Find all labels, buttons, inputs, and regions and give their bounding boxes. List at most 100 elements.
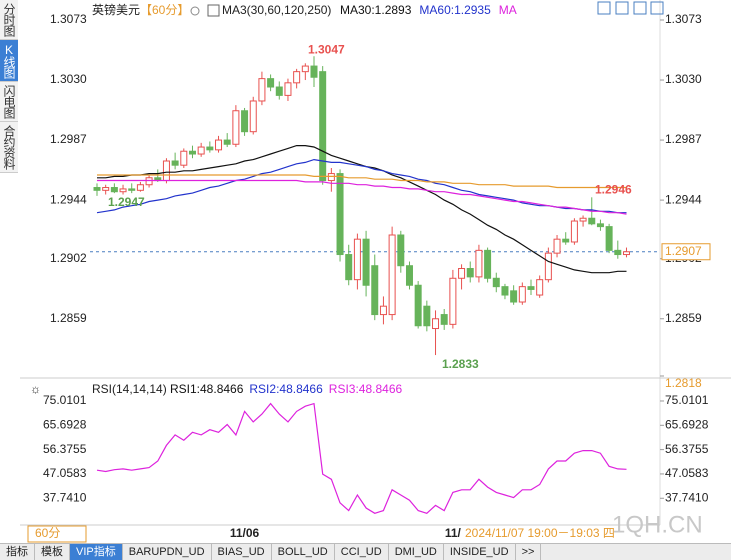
rsi-tick-label-right: 75.0101 <box>665 393 709 407</box>
candle-body <box>622 251 630 256</box>
rsi-tick-label-right: 47.0583 <box>665 466 709 480</box>
legend-entry: RSI1:48.8466 <box>170 382 244 396</box>
period: 【60分】 <box>140 3 189 17</box>
rsi-tick-label-right: 65.6928 <box>665 417 709 431</box>
candle-body <box>110 187 118 193</box>
candle-body <box>492 277 500 288</box>
y-tick-label-right: 1.3073 <box>665 12 702 26</box>
candle-body <box>388 234 396 316</box>
candle-body <box>510 290 518 303</box>
candle-body <box>527 286 535 290</box>
rsi-line <box>96 402 627 514</box>
zoom-icon[interactable] <box>597 1 611 15</box>
candle-body <box>484 249 492 279</box>
candle-body <box>466 268 474 278</box>
candle-body <box>397 234 405 267</box>
candle-body <box>596 223 604 228</box>
layout-icon[interactable] <box>615 1 629 15</box>
close-icon[interactable] <box>650 1 664 15</box>
candle-body <box>293 71 301 84</box>
tab[interactable]: CCI_UD <box>335 544 389 560</box>
candle-body <box>570 220 578 243</box>
y-tick-label: 1.2859 <box>50 311 87 325</box>
tab[interactable]: VIP指标 <box>70 544 123 560</box>
candle-body <box>136 184 144 191</box>
period-box[interactable] <box>27 525 87 543</box>
candle-body <box>102 187 110 191</box>
side-tab[interactable]: 分时图 <box>0 0 18 40</box>
y-tick-label-right: 1.2859 <box>665 311 702 325</box>
ma-indicator: MA3(30,60,120,250) <box>222 3 331 17</box>
candle-body <box>215 139 223 151</box>
sidebar: 分时图 K线图 闪电图 合约资料 <box>0 0 18 173</box>
tab[interactable]: BARUPDN_UD <box>123 544 212 560</box>
side-tab[interactable]: K线图 <box>0 40 18 82</box>
rsi-tick-label: 37.7410 <box>43 490 87 504</box>
tab[interactable]: 指标 <box>0 544 35 560</box>
candle-body <box>188 150 196 155</box>
tab[interactable]: BOLL_UD <box>272 544 335 560</box>
price-annotation: 1.2946 <box>595 182 632 196</box>
rsi-tick-label-right: 56.3755 <box>665 442 709 456</box>
candle-body <box>518 286 526 303</box>
candle-body <box>223 139 231 145</box>
settings-icon[interactable] <box>190 6 200 16</box>
y-tick-label-right: 1.2987 <box>665 132 702 146</box>
side-tab[interactable]: 合约资料 <box>0 122 18 173</box>
y-tick-label: 1.2902 <box>50 251 87 265</box>
tab[interactable]: >> <box>516 544 542 560</box>
tab[interactable]: INSIDE_UD <box>444 544 516 560</box>
candle-body <box>553 238 561 254</box>
candle-body <box>275 86 283 96</box>
ma-line <box>97 145 627 274</box>
rsi-icon: ☼ <box>30 382 41 396</box>
candle-body <box>284 82 292 96</box>
tab[interactable]: BIAS_UD <box>212 544 272 560</box>
candle-body <box>319 71 327 182</box>
current-price-box <box>661 243 711 261</box>
candle-body <box>345 254 353 281</box>
grid-icon[interactable] <box>633 1 647 15</box>
candle-body <box>336 173 344 256</box>
side-tab[interactable]: 闪电图 <box>0 82 18 122</box>
candle-body <box>501 286 509 296</box>
price-annotation: 1.2947 <box>108 195 145 209</box>
tab[interactable]: 模板 <box>35 544 70 560</box>
y-tick-label: 1.2987 <box>50 132 87 146</box>
candle-body <box>423 305 431 327</box>
rsi-tick-label: 47.0583 <box>43 466 87 480</box>
candle-body <box>405 265 413 286</box>
candle-body <box>258 78 266 102</box>
candle-body <box>301 65 309 73</box>
candle-body <box>562 238 570 243</box>
candle-body <box>206 146 214 151</box>
indicator-icon[interactable] <box>207 4 220 17</box>
candle-body <box>93 187 101 191</box>
current-price-label: 1.2907 <box>665 244 702 258</box>
candle-body <box>249 100 257 133</box>
candle-body <box>145 177 153 186</box>
tab-bar: 指标 模板 VIP指标 BARUPDN_UD BIAS_UD BOLL_UD CCI_UD D… <box>0 543 731 560</box>
rsi-tick-label: 56.3755 <box>43 442 87 456</box>
legend-entry: MA <box>499 3 517 17</box>
ma-line <box>97 179 627 215</box>
candle-body <box>119 188 127 193</box>
candle-body <box>171 160 179 166</box>
tab[interactable]: DMI_UD <box>389 544 444 560</box>
candle-body <box>180 150 188 166</box>
candle-body <box>362 238 370 286</box>
legend-entry: MA30:1.2893 <box>340 3 412 17</box>
legend-entry: RSI3:48.8466 <box>329 382 403 396</box>
legend-entry: MA60:1.2935 <box>419 3 491 17</box>
candle-body <box>579 217 587 222</box>
rsi-tick-label: 75.0101 <box>43 393 87 407</box>
candle-body <box>371 265 379 316</box>
rsi-indicator: RSI(14,14,14) <box>92 382 167 396</box>
ma-line <box>96 158 627 214</box>
x-tick-label: 11/ <box>445 526 462 540</box>
candle-body <box>267 78 275 88</box>
symbol: 英镑美元 <box>92 2 140 17</box>
chart: 英镑美元 【60分】 MA3(30,60,120,250) ☼ RSI(14,1… <box>20 0 731 543</box>
x-tick-label: 11/06 <box>230 526 260 540</box>
